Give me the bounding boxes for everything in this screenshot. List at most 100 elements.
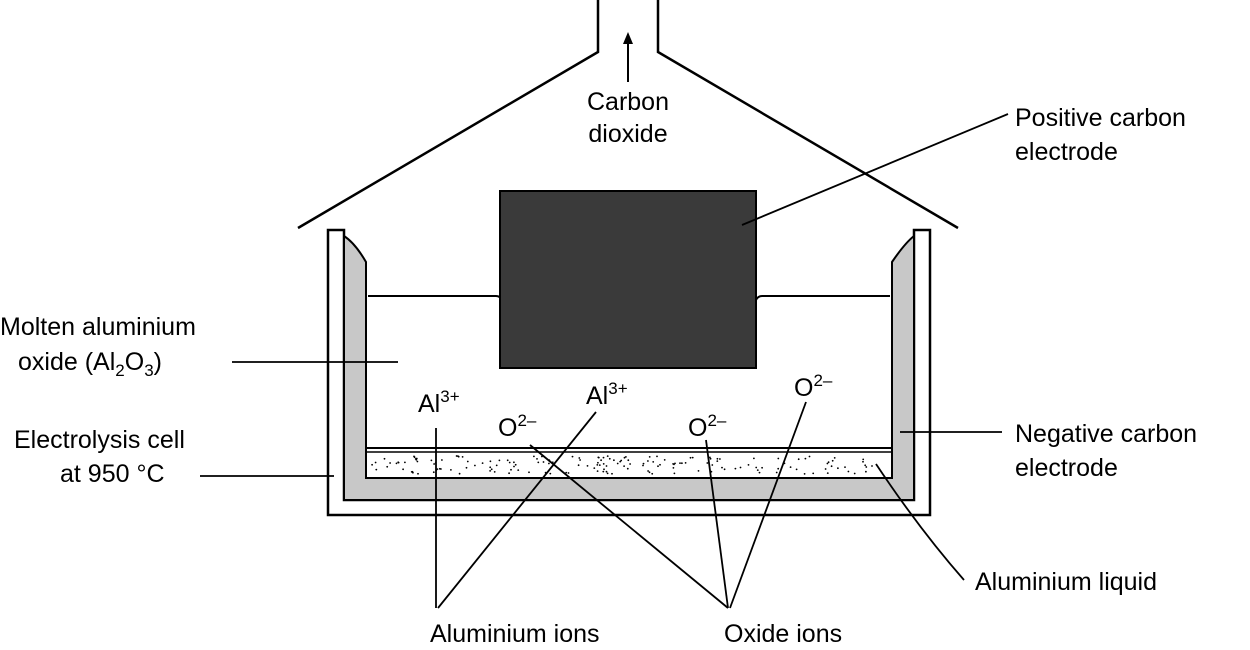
ion-o-1: O2– — [498, 411, 537, 442]
co2-arrow-head — [623, 32, 633, 44]
liquid-dot — [597, 461, 599, 464]
liquid-dot — [375, 468, 378, 471]
liquid-dot — [417, 472, 419, 475]
liquid-dot — [605, 470, 608, 473]
liquid-dot — [457, 455, 459, 457]
liquid-dot — [397, 461, 400, 464]
liquid-dot — [450, 469, 452, 471]
liquid-dot — [528, 471, 530, 474]
liquid-dot — [803, 473, 806, 475]
label-oxide-ions: Oxide ions — [724, 620, 842, 648]
liquid-dot — [586, 465, 589, 467]
liquid-dot — [747, 464, 750, 466]
liquid-dot — [510, 468, 512, 471]
liquid-dot — [862, 458, 865, 461]
liquid-dot — [371, 463, 373, 466]
liquid-dot — [824, 468, 827, 470]
ion-al-2: Al3+ — [586, 379, 628, 410]
liquid-dot — [827, 461, 830, 464]
liquid-dot — [548, 462, 550, 465]
liquid-dot — [613, 459, 615, 462]
liquid-dot — [844, 466, 846, 468]
liquid-dot — [565, 471, 568, 474]
liquid-dot — [831, 459, 834, 462]
leader-aluminium-liquid — [875, 463, 965, 581]
label-carbon-dioxide-2: dioxide — [588, 120, 667, 148]
liquid-dot — [616, 462, 619, 465]
liquid-dot — [847, 470, 850, 473]
liquid-dot — [536, 458, 538, 460]
liquid-dot — [455, 455, 458, 457]
liquid-dot — [663, 459, 666, 461]
label-cell-1: Electrolysis cell — [14, 426, 185, 454]
liquid-dot — [734, 467, 737, 470]
liquid-dot — [830, 465, 833, 468]
liquid-dot — [432, 471, 435, 474]
hood-left — [297, 0, 600, 230]
liquid-dot — [619, 460, 622, 463]
liquid-dot — [756, 469, 759, 471]
liquid-dot — [542, 461, 545, 463]
liquid-dot — [489, 470, 491, 472]
liquid-dot — [673, 472, 676, 475]
leader-o-2 — [705, 439, 729, 609]
liquid-dot — [465, 466, 468, 469]
aluminium-liquid-layer — [365, 447, 893, 479]
label-carbon-dioxide-1: Carbon — [587, 88, 669, 116]
liquid-dot — [404, 461, 406, 464]
liquid-dot — [716, 460, 719, 462]
liquid-dot — [606, 472, 609, 475]
liquid-dot — [648, 456, 651, 458]
liquid-dot — [681, 462, 683, 465]
liquid-dot — [833, 457, 836, 459]
liquid-dot — [579, 459, 581, 461]
liquid-dot — [489, 466, 492, 469]
liquid-dot — [777, 467, 780, 470]
liquid-dot — [648, 471, 651, 474]
label-aluminium-liquid: Aluminium liquid — [975, 568, 1157, 596]
liquid-dot — [673, 463, 675, 466]
liquid-dot — [533, 455, 535, 458]
liquid-dot — [410, 471, 413, 473]
liquid-dot — [416, 460, 419, 463]
hood-right — [656, 0, 959, 230]
liquid-dot — [706, 462, 709, 464]
liquid-dot — [537, 461, 540, 464]
liquid-dot — [684, 462, 687, 464]
liquid-dot — [775, 471, 778, 474]
liquid-dot — [812, 472, 815, 475]
label-aluminium-ions: Aluminium ions — [430, 620, 600, 648]
liquid-dot — [605, 465, 608, 467]
liquid-dot — [374, 461, 377, 464]
liquid-dot — [490, 468, 493, 471]
liquid-dot — [606, 455, 609, 457]
label-negative-1: Negative carbon — [1015, 420, 1197, 448]
liquid-dot — [602, 463, 605, 465]
leader-al-2 — [437, 411, 597, 609]
label-negative-2: electrode — [1015, 454, 1118, 482]
liquid-dot — [837, 467, 839, 470]
liquid-dot — [716, 457, 719, 460]
liquid-dot — [597, 456, 600, 459]
liquid-dot — [623, 456, 626, 459]
liquid-dot — [514, 463, 517, 466]
leader-o-3 — [729, 401, 807, 609]
liquid-dot — [723, 468, 726, 471]
label-positive-1: Positive carbon — [1015, 104, 1186, 132]
liquid-dot — [656, 455, 658, 458]
liquid-dot — [797, 458, 800, 461]
liquid-dot — [430, 459, 433, 462]
liquid-dot — [777, 457, 780, 460]
liquid-dot — [608, 457, 611, 460]
liquid-dot — [458, 472, 461, 475]
liquid-dot — [871, 465, 873, 467]
liquid-dot — [402, 468, 404, 471]
liquid-dot — [466, 460, 469, 463]
liquid-dot — [567, 472, 570, 474]
liquid-dot — [508, 461, 511, 464]
liquid-dot — [489, 460, 492, 463]
liquid-dot — [506, 459, 509, 462]
liquid-dot — [761, 466, 763, 469]
liquid-dot — [436, 468, 439, 470]
molten-surface-right — [755, 295, 890, 301]
